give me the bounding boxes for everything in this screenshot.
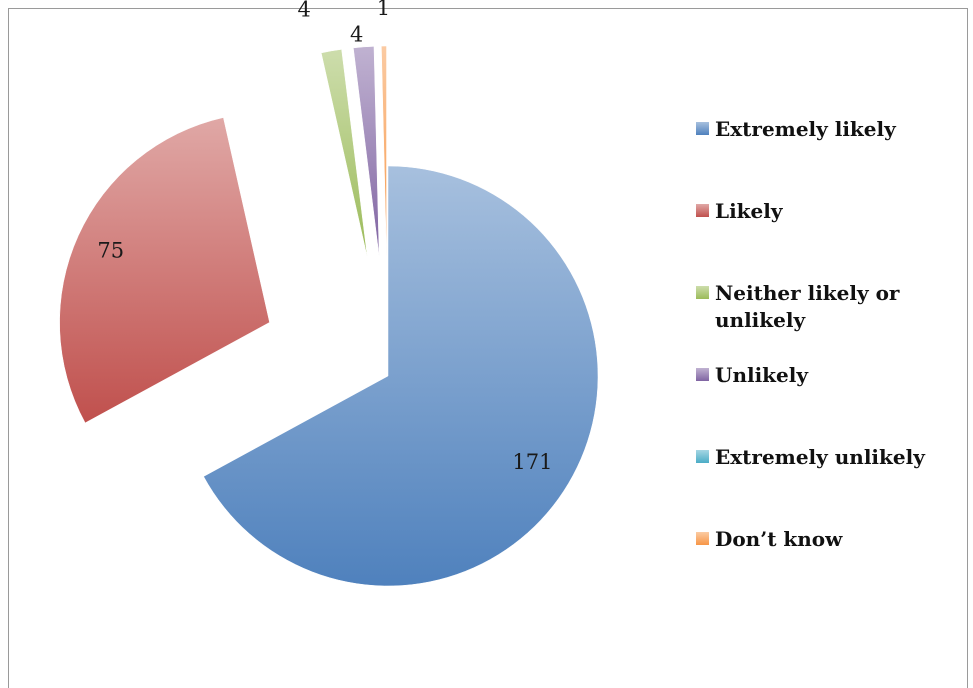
legend-item-unlikely: Unlikely xyxy=(696,363,809,387)
legend-item-don-t-know: Don’t know xyxy=(696,527,843,551)
legend-item-extremely-likely: Extremely likely xyxy=(696,117,897,141)
legend-label-neither-likely-or-unlikely-line-2: unlikely xyxy=(715,308,806,332)
pie-slice-likely xyxy=(59,117,270,424)
legend-item-neither-likely-or-unlikely: Neither likely or unlikely xyxy=(696,281,900,332)
pie-slice-don-t-know xyxy=(381,45,387,257)
data-label-extremely-unlikely: 0 xyxy=(372,0,385,2)
legend-swatch-don-t-know xyxy=(696,532,709,545)
legend-label-likely: Likely xyxy=(715,199,784,223)
legend-swatch-extremely-likely xyxy=(696,122,709,135)
legend-label-extremely-likely: Extremely likely xyxy=(715,117,897,141)
data-label-neither-likely-or-unlikely: 4 xyxy=(297,0,310,22)
legend-label-don-t-know: Don’t know xyxy=(715,527,843,551)
data-label-likely: 75 xyxy=(97,239,124,263)
legend-item-extremely-unlikely: Extremely unlikely xyxy=(696,445,926,469)
legend-label-neither-likely-or-unlikely: Neither likely or xyxy=(715,281,900,305)
legend-label-unlikely: Unlikely xyxy=(715,363,809,387)
pie-slices xyxy=(59,45,599,587)
data-labels: 171 75 4 4 01 xyxy=(97,0,552,474)
pie-slice-unlikely xyxy=(353,46,380,257)
pie-slice-extremely-likely xyxy=(203,165,599,587)
data-label-extremely-likely: 171 xyxy=(512,450,552,474)
legend-swatch-neither-likely-or-unlikely xyxy=(696,286,709,299)
legend-swatch-extremely-unlikely xyxy=(696,450,709,463)
pie-slice-neither-likely-or-unlikely xyxy=(320,49,368,258)
legend-swatch-unlikely xyxy=(696,368,709,381)
legend: Extremely likely Likely Neither likely or u… xyxy=(696,117,926,551)
legend-label-extremely-unlikely: Extremely unlikely xyxy=(715,445,926,469)
data-label-don-t-know: 1 xyxy=(377,0,390,20)
data-label-unlikely: 4 xyxy=(350,22,363,46)
legend-item-likely: Likely xyxy=(696,199,784,223)
legend-swatch-likely xyxy=(696,204,709,217)
